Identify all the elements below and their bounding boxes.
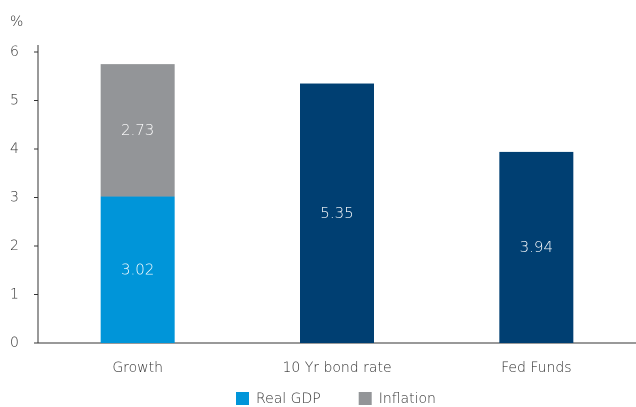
- bar-segment: [499, 151, 574, 343]
- x-tick-label: Growth: [112, 360, 163, 376]
- value-label: 5.35: [320, 204, 353, 222]
- y-tick-label: 0: [10, 335, 19, 351]
- legend-swatch: [236, 392, 249, 405]
- legend-swatch: [358, 392, 372, 405]
- legend-label: Inflation: [379, 391, 436, 407]
- y-tick-label: 1: [10, 287, 19, 303]
- legend-label: Real GDP: [256, 391, 321, 407]
- bar-segment: [100, 64, 175, 197]
- y-tick-label: 5: [10, 93, 19, 109]
- y-axis-label: %: [10, 14, 23, 30]
- y-tick-label: 2: [10, 238, 19, 254]
- value-label: 3.94: [520, 238, 553, 256]
- value-label: 3.02: [121, 260, 154, 278]
- y-tick-label: 6: [10, 44, 19, 60]
- bar-segment: [300, 83, 374, 344]
- y-tick-label: 4: [10, 141, 19, 157]
- x-tick-label: 10 Yr bond rate: [282, 360, 391, 376]
- value-label: 2.73: [121, 121, 154, 139]
- bar-segment: [100, 196, 175, 343]
- y-tick-label: 3: [10, 190, 19, 206]
- x-tick-label: Fed Funds: [501, 360, 571, 376]
